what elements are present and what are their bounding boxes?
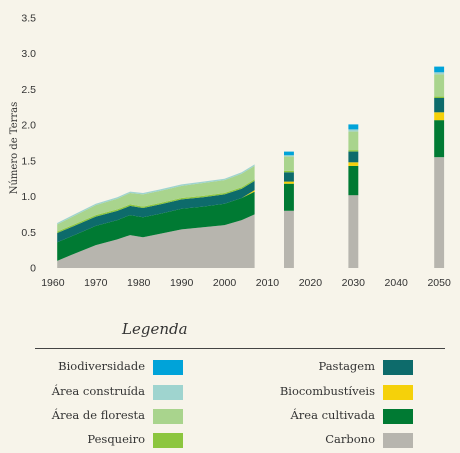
bar-2050-pesqueiro	[434, 96, 445, 98]
area-área-de-floresta	[57, 165, 255, 232]
x-axis-ticks: 1960 1970 1980 1990 2000 2010 2020 2030 2040 2050	[41, 277, 451, 289]
legend-label: Pesqueiro	[87, 432, 145, 446]
bar-2050-área-construída	[434, 72, 445, 75]
y-tick-label: 1.5	[21, 155, 36, 167]
legend-divider	[35, 348, 445, 349]
bar-2050-pastagem	[434, 98, 445, 113]
legend-label: Biodiversidade	[58, 359, 145, 373]
x-tick-label: 1990	[170, 277, 194, 289]
y-tick-label: 2.5	[21, 84, 36, 96]
bar-2030-área-de-floresta	[348, 131, 359, 151]
y-tick-label: 3.0	[21, 48, 36, 60]
y-axis-label: Número de Terras	[9, 102, 20, 195]
area-pastagem	[57, 180, 255, 243]
legend-label: Pastagem	[318, 359, 375, 373]
y-tick-label: 1.0	[21, 191, 36, 203]
x-tick-label: 1980	[127, 277, 151, 289]
bar-2015-área-construída	[284, 155, 294, 157]
projection-bars	[284, 66, 445, 268]
y-tick-label: 2.0	[21, 120, 36, 132]
x-tick-label: 2050	[427, 277, 451, 289]
bar-2015-área-cultivada	[284, 183, 294, 211]
legend-label: Carbono	[325, 432, 375, 446]
x-tick-label: 1970	[84, 277, 108, 289]
bar-2030-área-cultivada	[348, 165, 359, 196]
legend-label: Área de floresta	[51, 408, 145, 422]
bar-2050-biocombustíveis	[434, 112, 445, 121]
y-axis-ticks: 0 0.5 1.0 1.5 2.0 2.5 3.0 3.5	[21, 13, 36, 275]
x-tick-label: 2020	[299, 277, 323, 289]
bar-2050-biodiversidade	[434, 66, 445, 73]
historical-areas	[57, 164, 255, 268]
legend-swatch	[383, 409, 413, 424]
bar-2050-área-de-floresta	[434, 74, 445, 97]
legend-title: Legenda	[122, 320, 188, 338]
bar-2015-carbono	[284, 210, 294, 268]
bar-2030-área-construída	[348, 129, 359, 132]
legend-swatch	[153, 360, 183, 375]
legend-swatch	[153, 409, 183, 424]
footprint-chart: Número de Terras 00.51.01.52.02.53.03.5 …	[9, 13, 451, 290]
x-tick-label: 2040	[385, 277, 409, 289]
bar-2015-área-de-floresta	[284, 156, 294, 171]
bar-2050-carbono	[434, 157, 445, 268]
bar-2015-pastagem	[284, 172, 294, 182]
legend-swatch	[153, 385, 183, 400]
legend-label: Área construída	[51, 384, 145, 398]
legend-swatch	[383, 385, 413, 400]
area-carbono	[57, 214, 255, 268]
x-tick-label: 1960	[41, 277, 65, 289]
bar-2015-biodiversidade	[284, 151, 294, 156]
bar-2030-pastagem	[348, 151, 359, 163]
x-tick-label: 2000	[213, 277, 237, 289]
bar-2030-biocombustíveis	[348, 162, 359, 166]
y-tick-label: 0.5	[21, 227, 36, 239]
x-tick-label: 2030	[342, 277, 366, 289]
bar-2050-área-cultivada	[434, 120, 445, 158]
legend-swatch	[153, 433, 183, 448]
bar-2030-carbono	[348, 195, 359, 268]
legend-swatch	[383, 360, 413, 375]
bar-2015-pesqueiro	[284, 170, 294, 173]
bar-2030-pesqueiro	[348, 150, 359, 152]
area-área-cultivada	[57, 191, 255, 261]
legend-swatch	[383, 433, 413, 448]
y-tick-label: 3.5	[21, 13, 36, 25]
bar-2015-biocombustíveis	[284, 181, 294, 184]
legend-label: Biocombustíveis	[279, 384, 375, 398]
legend-label: Área cultivada	[290, 408, 375, 422]
x-tick-label: 2010	[256, 277, 280, 289]
bar-2030-biodiversidade	[348, 124, 359, 130]
y-tick-label: 0	[30, 263, 36, 275]
